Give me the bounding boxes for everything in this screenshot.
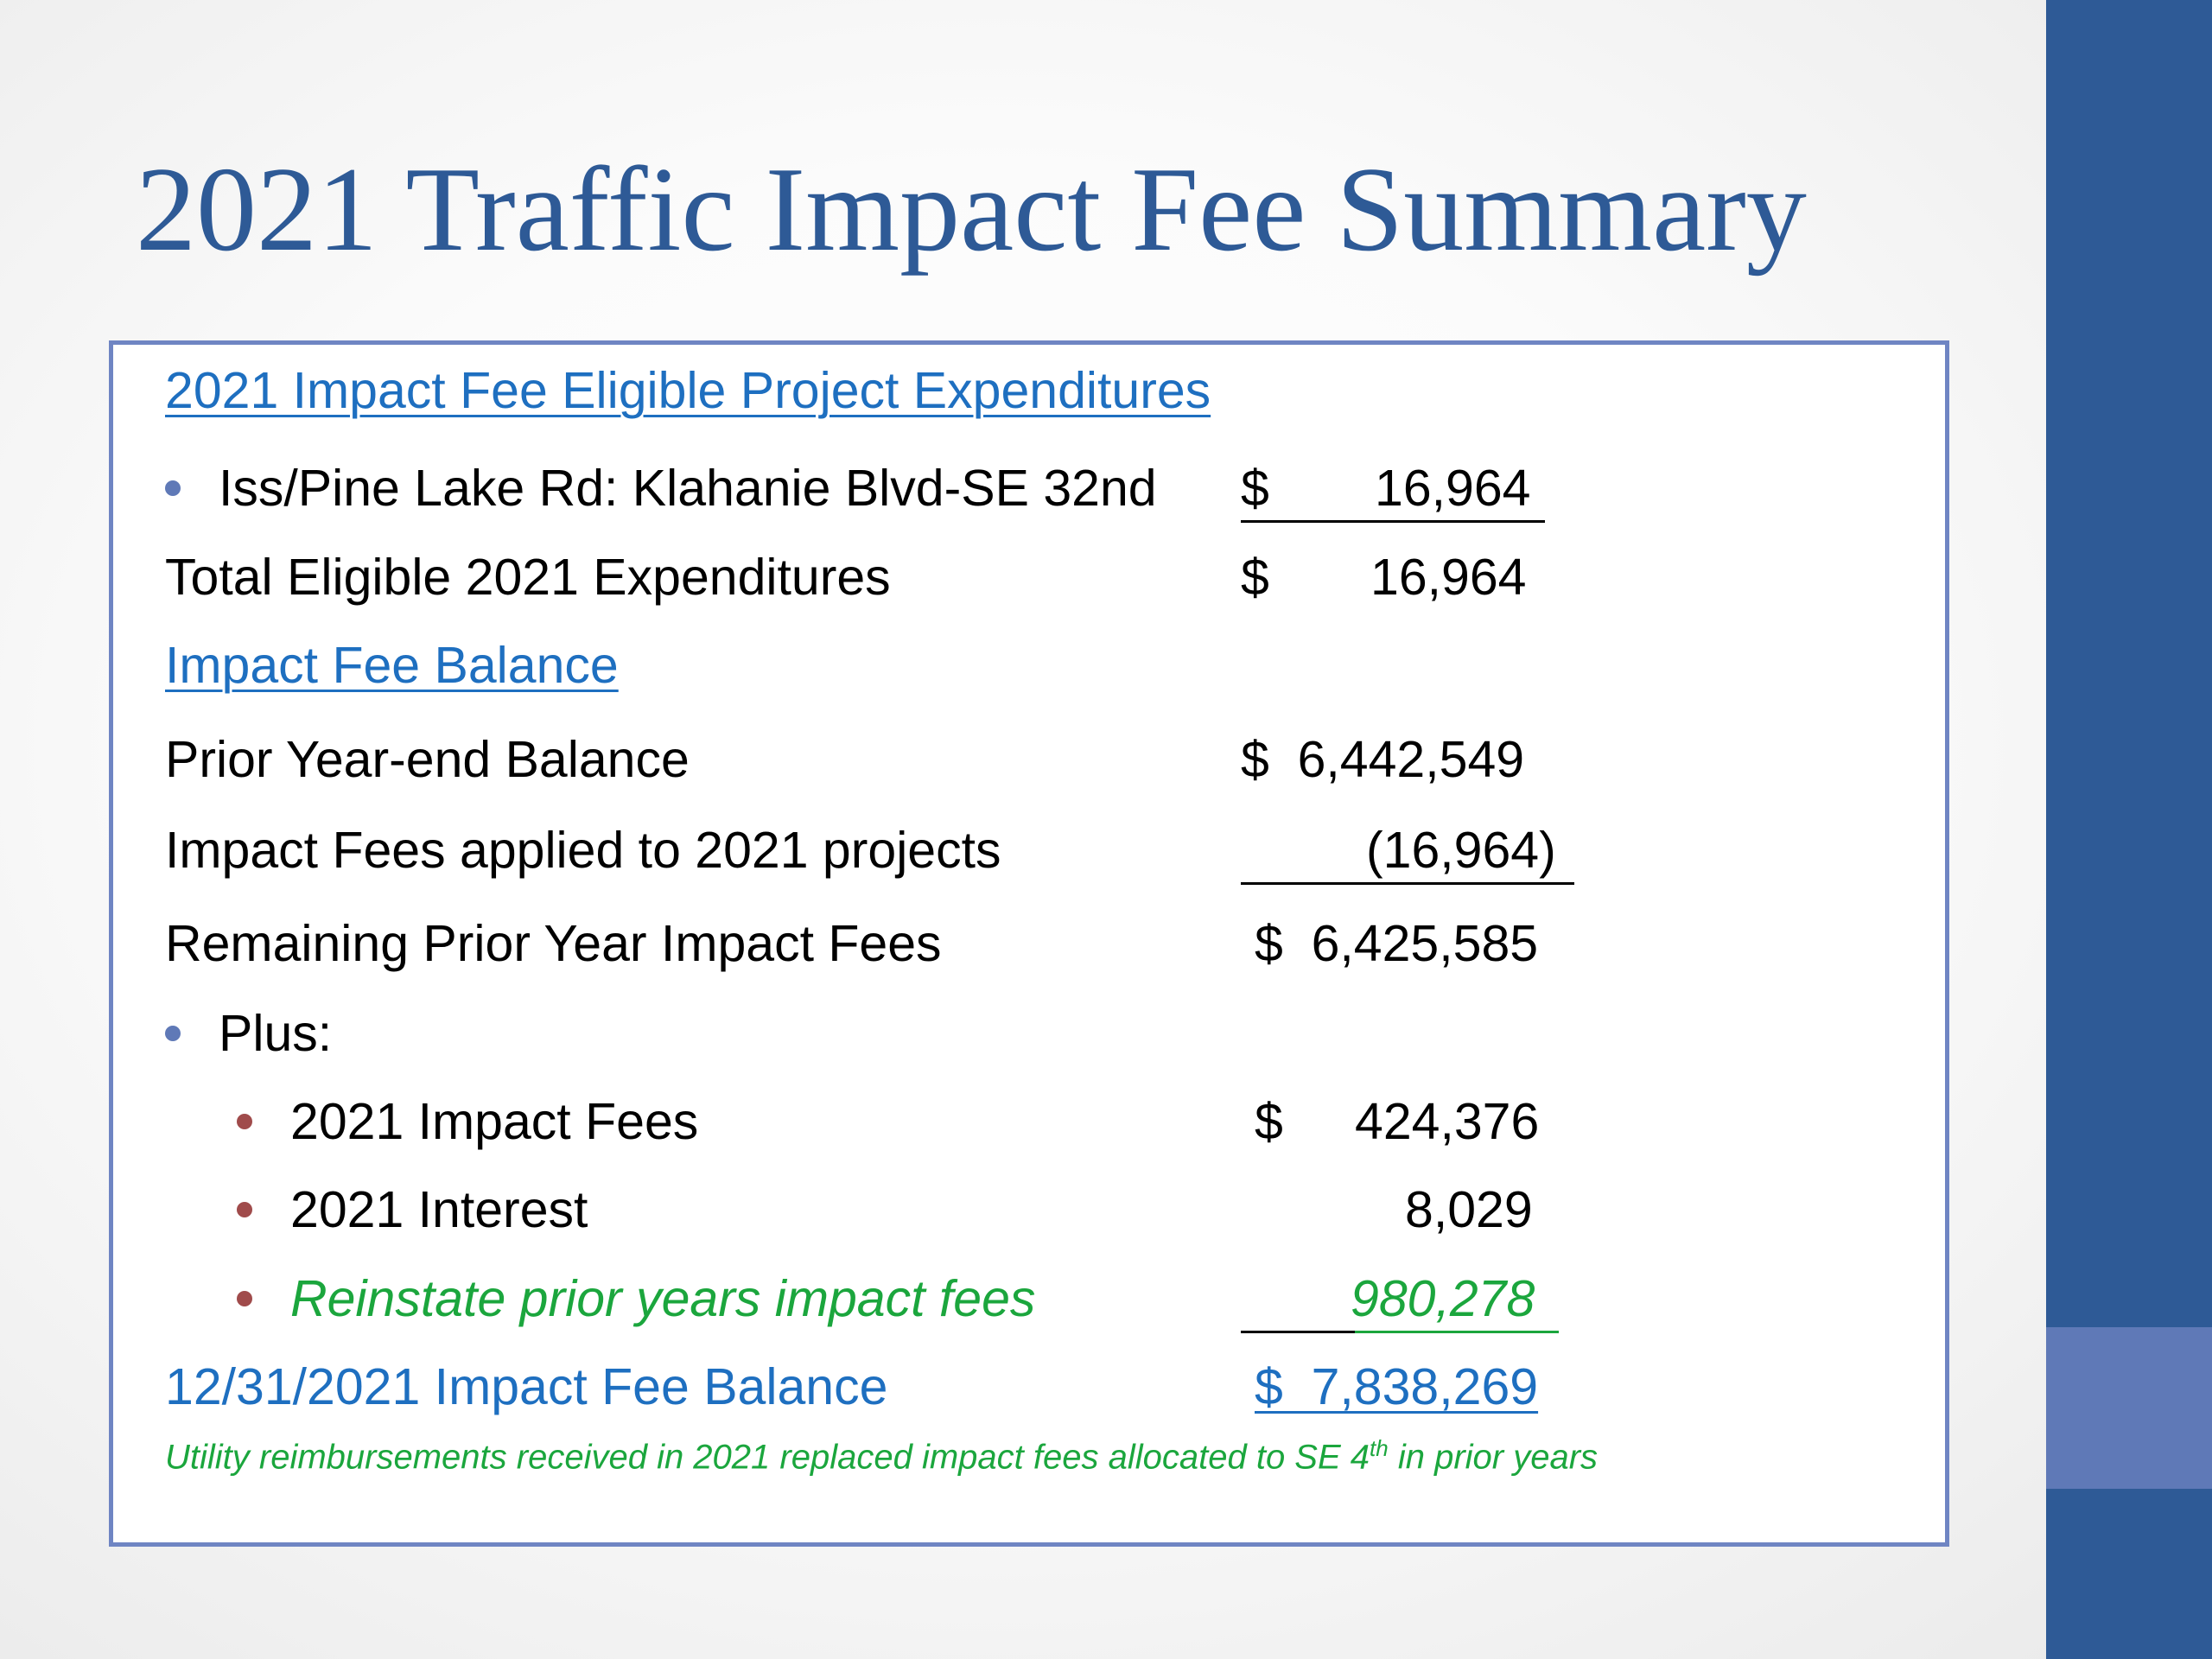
- final-balance-amount: $ 7,838,269: [1255, 1358, 1539, 1415]
- impact-fees-dollar: $: [1255, 1093, 1283, 1150]
- reinstate-amount: 980,278: [1351, 1270, 1535, 1327]
- final-balance-label: 12/31/2021 Impact Fee Balance: [165, 1358, 888, 1415]
- prior-balance-row: Prior Year-end Balance: [165, 718, 690, 801]
- reinstate-label: Reinstate prior years impact fees: [290, 1270, 1036, 1327]
- impact-fees-row: 2021 Impact Fees: [237, 1080, 698, 1163]
- impact-fees-label: 2021 Impact Fees: [290, 1093, 699, 1150]
- applied-fees-label: Impact Fees applied to 2021 projects: [165, 822, 1001, 879]
- project-row: Iss/Pine Lake Rd: Klahanie Blvd-SE 32nd: [165, 447, 1157, 530]
- impact-fees-amount: 424,376: [1355, 1093, 1540, 1150]
- reinstate-underline-black: [1241, 1331, 1355, 1333]
- bullet-icon: [237, 1202, 252, 1217]
- project-underline: [1241, 520, 1545, 523]
- reinstate-row: Reinstate prior years impact fees: [237, 1257, 1035, 1340]
- project-label: Iss/Pine Lake Rd: Klahanie Blvd-SE 32nd: [219, 460, 1157, 517]
- slide-title: 2021 Traffic Impact Fee Summary: [136, 143, 1807, 276]
- total-label: Total Eligible 2021 Expenditures: [165, 549, 891, 606]
- remaining-row: Remaining Prior Year Impact Fees: [165, 902, 942, 985]
- total-amount: 16,964: [1370, 549, 1527, 606]
- project-dollar: $: [1241, 460, 1269, 517]
- bullet-icon: [165, 480, 181, 496]
- applied-fees-row: Impact Fees applied to 2021 projects: [165, 809, 1001, 892]
- balance-heading: Impact Fee Balance: [165, 637, 619, 694]
- prior-balance-amount: $ 6,442,549: [1241, 731, 1525, 788]
- project-amount: 16,964: [1375, 460, 1531, 517]
- total-dollar: $: [1241, 549, 1269, 606]
- plus-row: Plus:: [165, 992, 332, 1075]
- interest-label: 2021 Interest: [290, 1181, 588, 1238]
- interest-amount: 8,029: [1405, 1181, 1533, 1238]
- remaining-amount: $ 6,425,585: [1255, 915, 1539, 972]
- applied-fees-underline: [1241, 882, 1574, 885]
- remaining-label: Remaining Prior Year Impact Fees: [165, 915, 942, 972]
- plus-label: Plus:: [219, 1005, 333, 1062]
- total-row: Total Eligible 2021 Expenditures: [165, 536, 891, 619]
- bullet-icon: [165, 1026, 181, 1041]
- bullet-icon: [237, 1114, 252, 1129]
- summary-panel: 2021 Impact Fee Eligible Project Expendi…: [109, 340, 1949, 1547]
- bullet-icon: [237, 1291, 252, 1306]
- expenditures-heading: 2021 Impact Fee Eligible Project Expendi…: [165, 362, 1211, 419]
- final-balance-row: 12/31/2021 Impact Fee Balance: [165, 1345, 887, 1428]
- reinstate-underline-green: [1355, 1331, 1559, 1333]
- side-bar-accent: [2046, 1327, 2212, 1489]
- footnote: Utility reimbursements received in 2021 …: [165, 1435, 1599, 1477]
- footnote-superscript: th: [1370, 1435, 1389, 1461]
- applied-fees-amount: (16,964): [1366, 822, 1556, 879]
- interest-row: 2021 Interest: [237, 1168, 588, 1251]
- prior-balance-label: Prior Year-end Balance: [165, 731, 690, 788]
